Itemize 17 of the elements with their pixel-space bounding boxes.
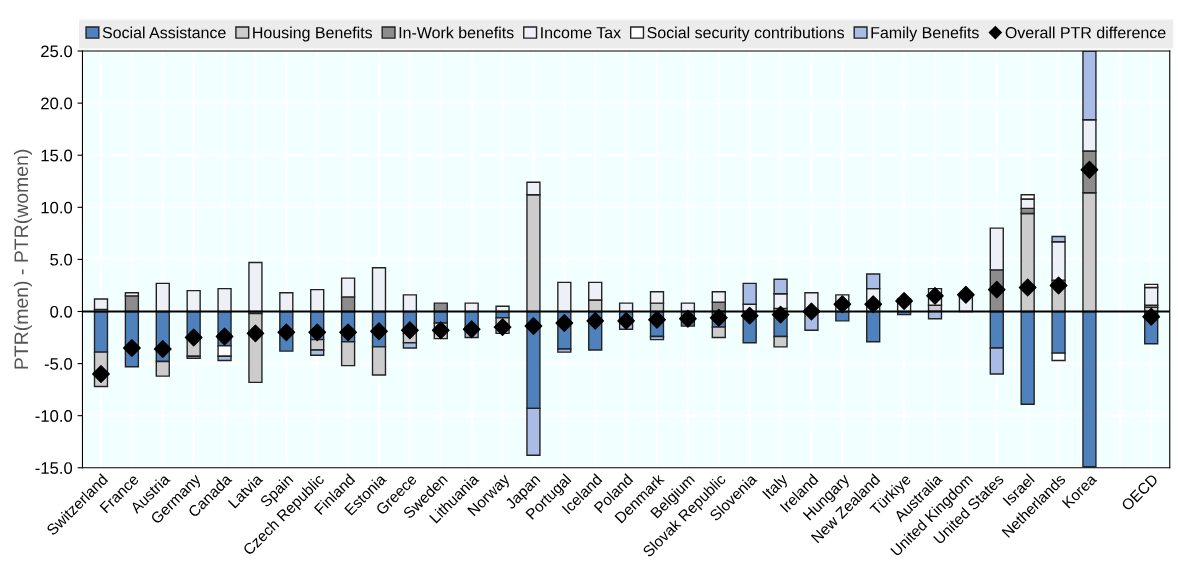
legend-label: Housing Benefits	[253, 26, 373, 42]
legend-label: In-Work benefits	[399, 26, 514, 39]
y-tick-label: 10.0	[41, 201, 73, 214]
y-axis-title: PTR(men) - PTR(women)	[13, 149, 32, 369]
y-tick-label: 15.0	[41, 149, 73, 162]
legend-label: Social Assistance	[102, 26, 226, 39]
y-tick-label: -10.0	[35, 410, 73, 422]
y-tick-label: -5.0	[44, 357, 73, 370]
legend-label: Social security contributions	[647, 26, 845, 42]
y-tick-label: 0.0	[50, 305, 73, 318]
legend-label: Income Tax	[541, 27, 621, 39]
legend-label: Overall PTR difference	[1005, 26, 1166, 39]
y-tick-label: 20.0	[41, 97, 73, 110]
y-tick-label: 25.0	[41, 45, 73, 58]
y-tick-label: -15.0	[35, 462, 73, 474]
legend-label: Family Benefits	[871, 26, 979, 42]
y-tick-label: 5.0	[50, 253, 73, 266]
